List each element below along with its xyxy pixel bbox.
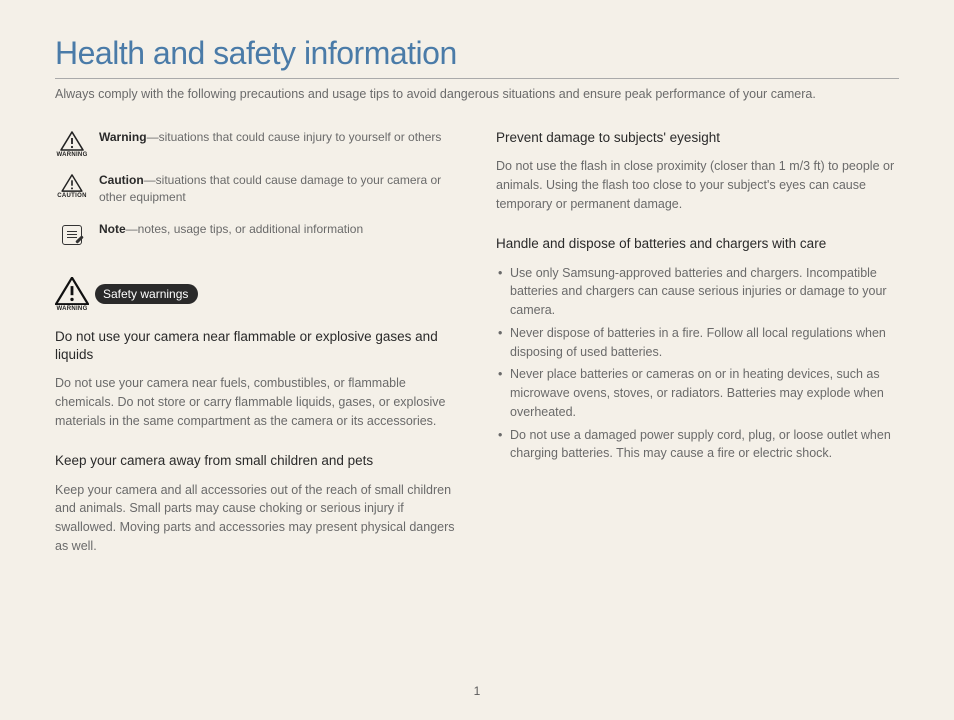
legend-warning-text: Warning—situations that could cause inju… — [99, 129, 458, 146]
intro-text: Always comply with the following precaut… — [55, 87, 899, 101]
warning-icon: WARNING — [55, 129, 89, 158]
section-body: Do not use your camera near fuels, combu… — [55, 374, 458, 430]
left-column: WARNING Warning—situations that could ca… — [55, 129, 458, 578]
list-item: Use only Samsung-approved batteries and … — [496, 264, 899, 320]
content-columns: WARNING Warning—situations that could ca… — [55, 129, 899, 578]
page-number: 1 — [0, 684, 954, 698]
caution-icon: CAUTION — [55, 172, 89, 199]
safety-warnings-header: WARNING Safety warnings — [55, 277, 458, 312]
legend-caution: CAUTION Caution—situations that could ca… — [55, 172, 458, 207]
list-item: Do not use a damaged power supply cord, … — [496, 426, 899, 464]
section-heading: Handle and dispose of batteries and char… — [496, 235, 899, 253]
safety-warning-icon: WARNING — [55, 277, 89, 312]
legend-caution-text: Caution—situations that could cause dama… — [99, 172, 458, 207]
note-icon — [55, 221, 89, 245]
title-rule — [55, 78, 899, 79]
legend-note-text: Note—notes, usage tips, or additional in… — [99, 221, 458, 238]
safety-warning-sublabel: WARNING — [56, 306, 87, 312]
right-column: Prevent damage to subjects' eyesight Do … — [496, 129, 899, 578]
safety-warnings-badge: Safety warnings — [95, 284, 198, 304]
section-body: Do not use the flash in close proximity … — [496, 157, 899, 213]
section-body: Keep your camera and all accessories out… — [55, 481, 458, 556]
caution-sublabel: CAUTION — [57, 193, 86, 199]
bullet-list: Use only Samsung-approved batteries and … — [496, 264, 899, 464]
section-heading: Prevent damage to subjects' eyesight — [496, 129, 899, 147]
list-item: Never dispose of batteries in a fire. Fo… — [496, 324, 899, 362]
legend-warning: WARNING Warning—situations that could ca… — [55, 129, 458, 158]
section-heading: Keep your camera away from small childre… — [55, 452, 458, 470]
warning-sublabel: WARNING — [56, 152, 87, 158]
page-title: Health and safety information — [55, 35, 899, 78]
legend-note: Note—notes, usage tips, or additional in… — [55, 221, 458, 245]
list-item: Never place batteries or cameras on or i… — [496, 365, 899, 421]
section-heading: Do not use your camera near flammable or… — [55, 328, 458, 364]
